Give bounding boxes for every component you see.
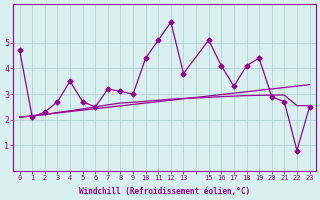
- X-axis label: Windchill (Refroidissement éolien,°C): Windchill (Refroidissement éolien,°C): [79, 187, 250, 196]
